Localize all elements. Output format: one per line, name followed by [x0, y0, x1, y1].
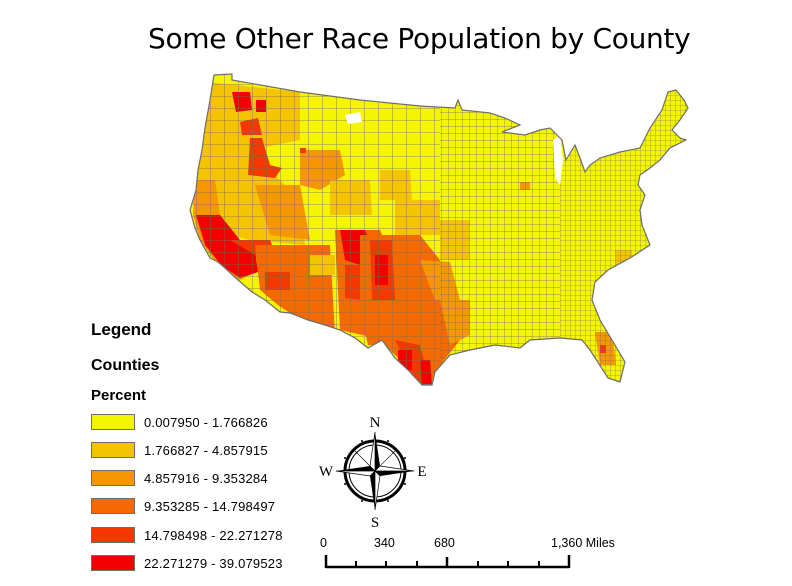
map-title: Some Other Race Population by County [148, 22, 691, 55]
legend-class-6: 22.271279 - 39.079523 [91, 555, 283, 571]
legend-class-label: 14.798498 - 22.271278 [144, 527, 283, 543]
legend-class-label: 4.857916 - 9.353284 [144, 470, 268, 486]
legend-swatch [91, 442, 135, 458]
scale-label-680: 680 [434, 536, 455, 550]
scale-bar-graphic [324, 555, 571, 569]
north-label: N [370, 415, 381, 431]
legend-class-label: 22.271279 - 39.079523 [144, 555, 283, 571]
scale-label-1360: 1,360 Miles [551, 536, 615, 550]
legend-layer-name: Counties [91, 357, 160, 374]
legend-swatch [91, 555, 135, 571]
legend-swatch [91, 414, 135, 430]
south-label: S [371, 515, 379, 529]
legend-class-label: 9.353285 - 14.798497 [144, 498, 276, 514]
east-label: E [417, 464, 426, 480]
legend-class-label: 1.766827 - 4.857915 [144, 442, 268, 458]
legend-swatch [91, 498, 135, 514]
legend-heading: Legend [91, 320, 152, 339]
legend-class-3: 4.857916 - 9.353284 [91, 470, 268, 486]
legend-class-5: 14.798498 - 22.271278 [91, 527, 283, 543]
west-label: W [319, 464, 334, 480]
scale-label-340: 340 [374, 536, 395, 550]
legend-class-label: 0.007950 - 1.766826 [144, 414, 268, 430]
legend-swatch [91, 527, 135, 543]
legend-field-name: Percent [91, 387, 147, 404]
legend-swatch [91, 470, 135, 486]
legend-class-1: 0.007950 - 1.766826 [91, 414, 268, 430]
legend-class-2: 1.766827 - 4.857915 [91, 442, 268, 458]
legend-class-4: 9.353285 - 14.798497 [91, 498, 275, 514]
scale-label-0: 0 [320, 536, 327, 550]
compass-rose-icon: N S W E [319, 415, 427, 529]
